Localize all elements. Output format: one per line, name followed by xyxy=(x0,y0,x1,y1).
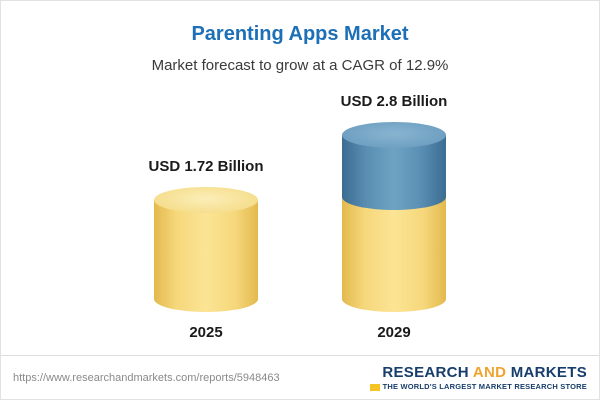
cylinder-bar-2025 xyxy=(154,187,258,312)
chart-subtitle: Market forecast to grow at a CAGR of 12.… xyxy=(151,57,449,74)
bar-group-2025: USD 1.72 Billion 2025 xyxy=(141,158,271,341)
category-label-2025: 2025 xyxy=(189,324,223,341)
chart-title: Parenting Apps Market xyxy=(191,23,409,45)
logo-tagline: THE WORLD'S LARGEST MARKET RESEARCH STOR… xyxy=(369,381,587,392)
logo-word-research: RESEARCH xyxy=(382,363,469,381)
logo-tagline-text: THE WORLD'S LARGEST MARKET RESEARCH STOR… xyxy=(382,381,587,391)
value-label-2029: USD 2.8 Billion xyxy=(340,93,448,110)
value-label-2025: USD 1.72 Billion xyxy=(148,158,264,175)
category-label-2029: 2029 xyxy=(377,324,411,341)
logo-word-and: AND xyxy=(472,363,507,381)
cylinder-bar-2029 xyxy=(342,122,446,312)
yellow-swatch-icon xyxy=(369,383,380,391)
research-and-markets-logo: RESEARCH AND MARKETS THE WORLD'S LARGEST… xyxy=(369,364,587,392)
cylinder-top-yellow xyxy=(154,187,258,213)
footer-bar: https://www.researchandmarkets.com/repor… xyxy=(1,355,599,399)
logo-word-markets: MARKETS xyxy=(510,363,587,381)
bar-chart: USD 1.72 Billion 2025 USD 2.8 Billion 20… xyxy=(1,93,599,341)
cylinder-body-yellow xyxy=(154,200,258,312)
cylinder-top-blue xyxy=(342,122,446,148)
bar-group-2029: USD 2.8 Billion 2029 xyxy=(329,93,459,341)
source-url: https://www.researchandmarkets.com/repor… xyxy=(13,371,280,384)
logo-wordmark: RESEARCH AND MARKETS xyxy=(370,364,587,381)
